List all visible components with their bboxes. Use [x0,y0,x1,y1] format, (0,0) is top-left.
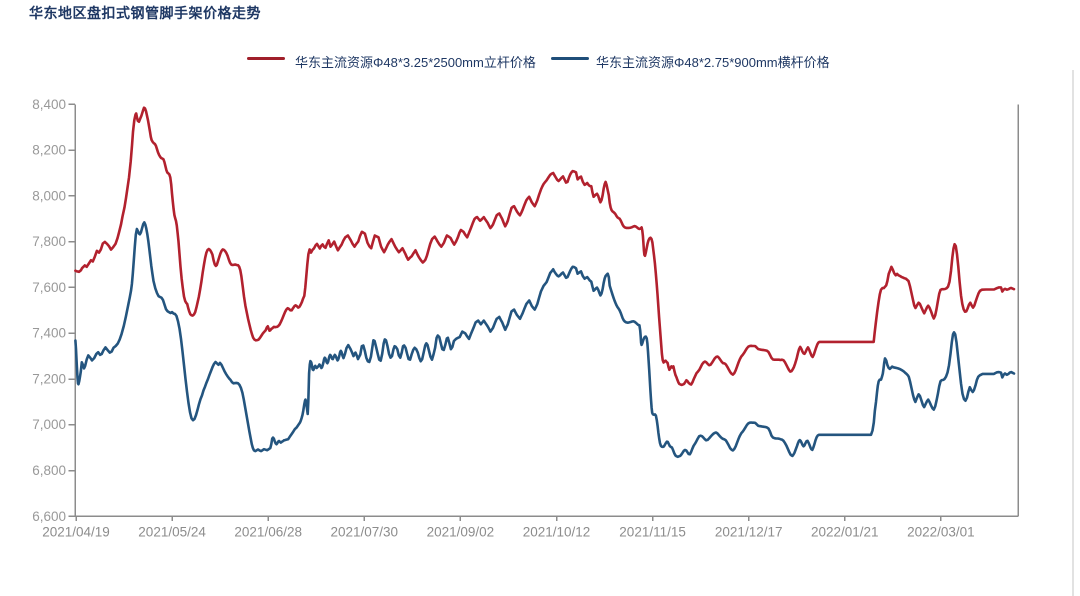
svg-text:2022/01/21: 2022/01/21 [811,524,879,539]
svg-text:2021/09/02: 2021/09/02 [427,524,495,539]
svg-text:8,000: 8,000 [32,188,66,203]
svg-text:6,600: 6,600 [32,509,66,524]
svg-text:2021/12/17: 2021/12/17 [715,524,783,539]
svg-text:2021/11/15: 2021/11/15 [619,524,686,539]
svg-text:2021/10/12: 2021/10/12 [523,524,591,539]
svg-text:2021/05/24: 2021/05/24 [138,524,206,539]
svg-text:2021/04/19: 2021/04/19 [42,524,110,539]
svg-text:7,200: 7,200 [32,372,66,387]
svg-text:8,200: 8,200 [32,143,66,158]
svg-text:7,800: 7,800 [32,234,66,249]
svg-text:7,400: 7,400 [32,326,66,341]
svg-text:2021/06/28: 2021/06/28 [234,524,302,539]
svg-text:8,400: 8,400 [32,97,66,112]
svg-text:6,800: 6,800 [32,463,66,478]
svg-text:7,000: 7,000 [32,417,66,432]
svg-text:7,600: 7,600 [32,280,66,295]
svg-text:2022/03/01: 2022/03/01 [907,524,975,539]
svg-text:2021/07/30: 2021/07/30 [331,524,399,539]
